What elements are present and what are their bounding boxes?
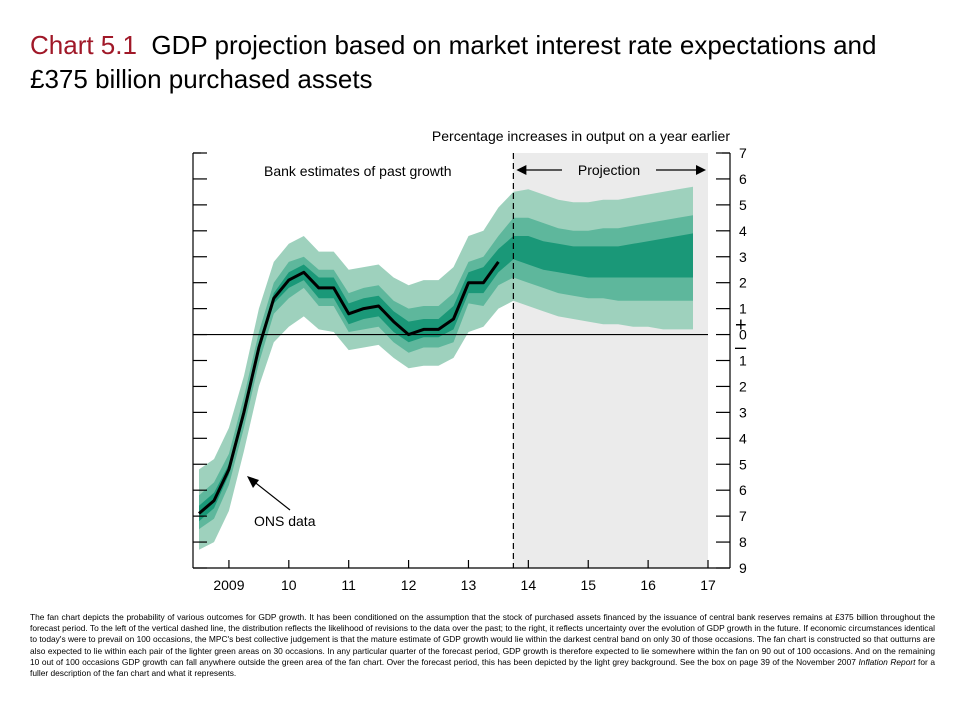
y-tick-label: 6 <box>739 171 747 187</box>
x-tick-label: 15 <box>580 577 596 593</box>
fan-band-central <box>199 233 693 522</box>
y-tick-label: 2 <box>739 275 747 291</box>
minus-sign: – <box>735 337 747 359</box>
y-tick-label: 3 <box>739 404 747 420</box>
y-tick-label: 7 <box>739 508 747 524</box>
projection-arrowhead-right <box>696 165 706 175</box>
y-tick-label: 7 <box>739 145 747 161</box>
title-text: GDP projection based on market interest … <box>30 30 877 94</box>
y-tick-label: 9 <box>739 560 747 576</box>
y-tick-label: 5 <box>739 456 747 472</box>
y-tick-label: 1 <box>739 301 747 317</box>
caption-italic: Inflation Report <box>858 656 916 667</box>
fan-chart: 7 6 5 4 3 2 1 0 1 2 3 4 5 6 7 8 9 + –2009 10 11 12 13 14 15 16 17 P… <box>192 128 747 593</box>
x-tick-label: 10 <box>281 577 297 593</box>
caption-part1: The fan chart depicts the probability of… <box>30 612 935 667</box>
ons-pointer-line <box>251 479 291 511</box>
x-tick-label: 11 <box>341 577 356 593</box>
y-tick-label: 6 <box>739 482 747 498</box>
x-tick-label: 2009 <box>213 577 244 593</box>
x-tick-label: 12 <box>401 577 417 593</box>
caption-part2: for a fuller description of the fan char… <box>30 656 935 679</box>
x-tick-label: 17 <box>700 577 716 593</box>
x-tick-label: 16 <box>640 577 656 593</box>
chart-title: Percentage increases in output on a year… <box>432 128 730 144</box>
y-tick-label: 4 <box>739 430 747 446</box>
x-tick-label: 14 <box>521 577 537 593</box>
projection-label: Projection <box>578 162 640 178</box>
ons-data-line <box>198 261 500 515</box>
plus-sign: + <box>735 315 747 337</box>
title-prefix: Chart 5.1 <box>30 30 137 60</box>
y-tick-label: 4 <box>739 223 747 239</box>
ons-pointer-arrowhead <box>247 476 259 488</box>
y-tick-label: 2 <box>739 378 747 394</box>
y-tick-label: 0 <box>739 327 747 343</box>
y-tick-label: 1 <box>739 353 747 369</box>
y-tick-label: 5 <box>739 197 747 213</box>
past-growth-label: Bank estimates of past growth <box>264 163 452 179</box>
y-tick-label: 8 <box>739 534 747 550</box>
ons-data-label: ONS data <box>254 513 316 529</box>
x-tick-label: 13 <box>461 577 477 593</box>
slide-title: Chart 5.1 GDP projection based on market… <box>30 28 930 96</box>
y-tick-label: 3 <box>739 249 747 265</box>
projection-arrowhead-left <box>516 165 527 175</box>
chart-caption: The fan chart depicts the probability of… <box>30 612 935 679</box>
